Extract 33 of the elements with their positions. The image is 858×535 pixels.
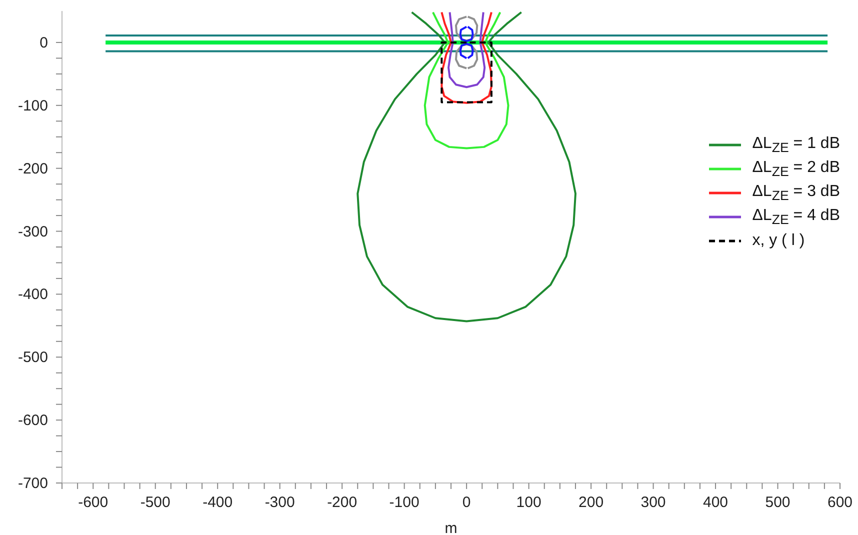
line-series [454,43,478,70]
x-tick-label: -300 [264,494,295,511]
y-tick-label: -100 [18,97,48,114]
x-tick-label: -600 [78,494,108,511]
legend-label: x, y ( l ) [752,232,805,250]
x-tick-label: -200 [327,494,358,511]
x-tick-label: 100 [516,494,542,511]
x-tick-label: 200 [578,494,604,511]
x-axis-title: m [444,520,458,535]
y-tick-label: 0 [40,34,48,52]
x-tick-label: 400 [703,494,728,511]
legend-label: ΔL$_{ZE}$ = 4 dB [752,206,840,228]
legend-label: ΔL$_{ZE}$ = 1 dB [752,134,840,156]
line-series [356,11,576,322]
x-tick-label: 600 [827,494,853,511]
legend-label: ΔL$_{ZE}$ = 2 dB [752,158,840,180]
line-series [448,11,486,88]
y-tick-label: -300 [18,223,48,240]
y-tick-label: -600 [18,412,48,430]
x-tick-label: -500 [140,494,170,511]
line-series [454,16,478,42]
y-tick-label: -200 [18,160,48,178]
y-tick-label: -700 [18,475,48,492]
line-series [424,11,510,150]
x-tick-label: 0 [462,494,471,511]
x-tick-label: -400 [202,494,233,511]
legend-label: ΔL$_{ZE}$ = 3 dB [752,182,840,204]
y-tick-label: -500 [18,349,48,366]
x-tick-label: 500 [765,494,790,511]
line-series [440,11,492,104]
x-tick-label: 300 [640,494,666,511]
x-tick-label: -100 [389,494,420,511]
y-tick-label: -400 [18,286,48,304]
